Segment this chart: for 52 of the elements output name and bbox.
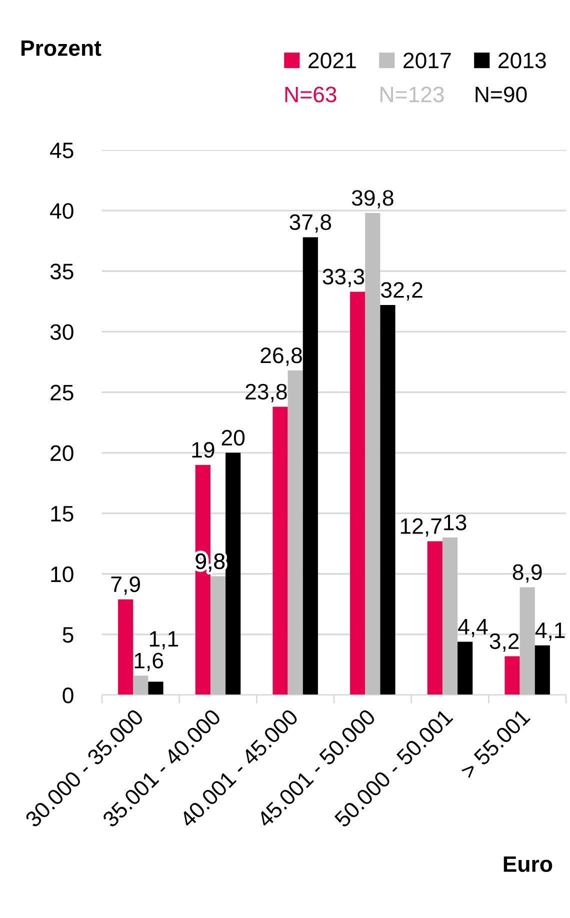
y-tick-label: 0 xyxy=(62,688,74,704)
legend-label: 2017 xyxy=(404,52,451,68)
data-label: 20 xyxy=(222,430,245,446)
bar xyxy=(118,599,134,695)
data-label: 37,8 xyxy=(290,214,332,233)
bar xyxy=(380,305,396,695)
y-tick-label: 40 xyxy=(50,203,74,219)
data-label: 1,6 xyxy=(134,652,164,672)
y-tick-label: 25 xyxy=(50,384,74,400)
bar xyxy=(458,642,473,695)
bar xyxy=(534,645,550,695)
data-label: 39,8 xyxy=(352,190,394,208)
data-label: 4,4 xyxy=(458,619,488,638)
bar xyxy=(133,676,148,695)
legend-label: 2021 xyxy=(308,52,356,68)
bar xyxy=(210,576,226,695)
y-tick-label: 30 xyxy=(50,324,74,340)
data-label: 26,8 xyxy=(260,348,302,366)
bar xyxy=(442,538,458,695)
y-tick-label: 5 xyxy=(62,627,74,643)
data-label: 23,8 xyxy=(246,384,287,402)
bar xyxy=(272,406,288,695)
bar xyxy=(350,292,366,695)
y-tick-label: 20 xyxy=(50,445,74,462)
bar xyxy=(302,237,318,695)
legend-label: 2013 xyxy=(498,52,546,68)
text: N=63 xyxy=(285,86,336,102)
bar xyxy=(226,452,241,695)
y-axis-title: Prozent xyxy=(21,40,102,56)
y-tick-label: 10 xyxy=(51,566,74,582)
data-label: 32,2 xyxy=(381,282,422,300)
text: N=90 xyxy=(476,86,527,102)
data-label: 4,1 xyxy=(535,622,565,641)
bar xyxy=(427,541,442,695)
data-label: 8,9 xyxy=(512,564,542,583)
y-tick-label: 15 xyxy=(51,506,74,522)
text: N=123 xyxy=(380,86,444,102)
data-label: 33,3 xyxy=(322,268,364,288)
bar xyxy=(148,682,164,695)
data-label: 19 xyxy=(192,442,214,458)
data-label: 12,7 xyxy=(400,518,442,537)
y-tick-label: 45 xyxy=(50,142,74,158)
data-label: 1,1 xyxy=(150,631,178,650)
data-label: 3,2 xyxy=(490,633,519,652)
bar xyxy=(520,587,535,695)
bar xyxy=(365,212,380,695)
y-tick-label: 35 xyxy=(50,264,74,280)
data-label: 13 xyxy=(444,514,466,530)
bar xyxy=(504,656,520,695)
bar xyxy=(288,370,303,695)
data-label: 7,9 xyxy=(111,576,140,595)
x-axis-title: Euro xyxy=(504,856,552,872)
